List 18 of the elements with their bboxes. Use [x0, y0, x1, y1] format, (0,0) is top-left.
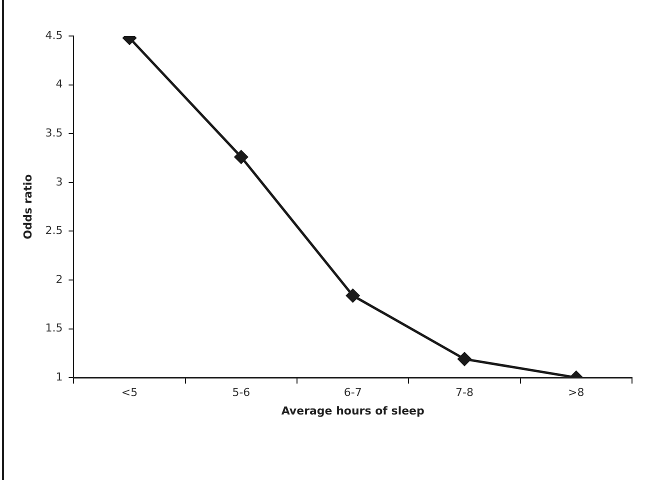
x-tick-label: <5	[121, 386, 138, 400]
x-tick-label: >8	[568, 386, 584, 400]
y-tick-label: 2.5	[45, 224, 63, 238]
y-tick-label: 1.5	[45, 322, 63, 335]
x-tick-label: 5-6	[232, 386, 250, 400]
y-tick-label: 3.5	[45, 126, 63, 140]
y-tick-label: 2	[56, 272, 63, 286]
y-tick-label: 4	[56, 78, 63, 91]
y-tick-label: 1	[56, 370, 63, 384]
point	[346, 288, 360, 302]
y-axis-title: Odds ratio	[21, 174, 34, 240]
point	[234, 150, 248, 164]
x-tick-label: 6-7	[344, 386, 362, 400]
y-tick-label: 3	[56, 175, 63, 188]
x-axis-title: Average hours of sleep	[281, 404, 425, 418]
y-tick-label: 4.5	[45, 28, 63, 42]
point	[458, 352, 472, 366]
x-tick-label: 7-8	[456, 386, 474, 400]
